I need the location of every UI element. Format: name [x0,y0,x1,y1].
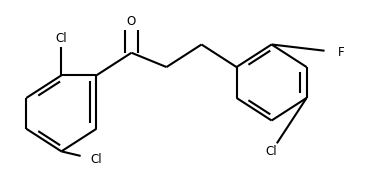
Text: Cl: Cl [56,32,67,45]
Text: O: O [127,15,136,28]
Text: Cl: Cl [91,153,102,166]
Text: Cl: Cl [266,145,277,158]
Text: F: F [338,46,345,59]
